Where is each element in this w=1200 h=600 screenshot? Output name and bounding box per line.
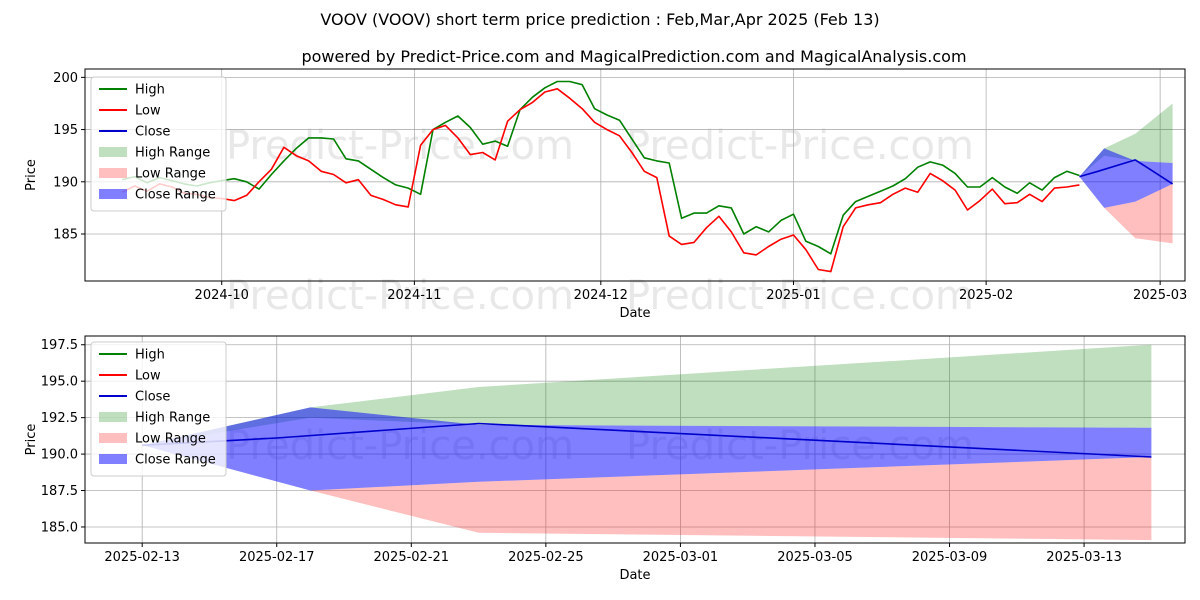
close-range-band — [142, 407, 1152, 491]
plot-area — [85, 336, 1185, 543]
legend-swatch — [99, 433, 127, 443]
x-tick-label: 2025-02 — [959, 288, 1013, 303]
y-tick-label: 200 — [53, 71, 78, 86]
x-tick-label: 2024-11 — [387, 288, 441, 303]
legend-label: Close Range — [135, 453, 216, 468]
x-tick-label: 2025-03 — [1133, 288, 1187, 303]
y-tick-label: 195 — [53, 123, 78, 138]
x-tick-label: 2025-03-01 — [643, 550, 719, 565]
axes-frame — [84, 335, 1186, 544]
axes-frame — [84, 68, 1186, 282]
y-tick-label: 190.0 — [41, 448, 78, 463]
bottom-panel: Predict-Price.comPredict-Price.com2025-0… — [24, 335, 1186, 583]
legend-label: Close — [135, 125, 170, 140]
y-tick-label: 185.0 — [41, 520, 78, 535]
legend-label: Low — [135, 369, 161, 384]
x-axis-label: Date — [619, 568, 650, 583]
high-range-band — [1079, 103, 1173, 177]
legend-label: Low — [135, 104, 161, 119]
low-range-band — [1079, 176, 1173, 244]
close-line — [1079, 159, 1174, 185]
x-tick-label: 2024-12 — [574, 288, 628, 303]
watermark: Predict-Price.com — [626, 123, 974, 169]
x-tick-label: 2025-01 — [766, 288, 820, 303]
x-tick-label: 2025-03-09 — [912, 550, 988, 565]
legend-label: Low Range — [135, 167, 206, 182]
x-tick-label: 2025-02-17 — [239, 550, 315, 565]
legend-label: Close — [135, 390, 170, 405]
x-tick-label: 2025-03-13 — [1046, 550, 1122, 565]
legend-label: Close Range — [135, 188, 216, 203]
chart-title: VOOV (VOOV) short term price prediction … — [320, 10, 879, 29]
y-tick-label: 187.5 — [41, 484, 78, 499]
y-axis-label: Price — [24, 424, 39, 456]
y-tick-label: 190 — [53, 175, 78, 190]
close-range-band — [1079, 148, 1173, 208]
y-tick-label: 197.5 — [41, 338, 78, 353]
y-axis-label: Price — [24, 159, 39, 191]
plot-area — [85, 69, 1185, 281]
legend-label: Low Range — [135, 432, 206, 447]
legend-swatch — [99, 168, 127, 178]
x-tick-label: 2025-02-13 — [104, 550, 180, 565]
legend-swatch — [99, 189, 127, 199]
legend-swatch — [99, 412, 127, 422]
x-tick-label: 2025-02-21 — [374, 550, 450, 565]
legend-label: High — [135, 348, 165, 363]
low-line — [121, 88, 1080, 273]
x-tick-label: 2024-10 — [195, 288, 249, 303]
legend-label: High — [135, 83, 165, 98]
legend-swatch — [99, 454, 127, 464]
x-tick-label: 2025-03-05 — [777, 550, 853, 565]
legend-label: High Range — [135, 146, 210, 161]
y-tick-label: 185 — [53, 228, 78, 243]
x-axis-label: Date — [619, 306, 650, 321]
top-panel: Predict-Price.com Predict-Price.comPredic… — [24, 68, 1187, 321]
y-tick-label: 192.5 — [41, 411, 78, 426]
x-tick-label: 2025-02-25 — [508, 550, 584, 565]
high-line — [122, 80, 1080, 255]
y-tick-label: 195.0 — [41, 375, 78, 390]
chart-subtitle: powered by Predict-Price.com and Magical… — [301, 47, 966, 66]
legend-label: High Range — [135, 411, 210, 426]
legend-swatch — [99, 147, 127, 157]
low-range-band — [142, 445, 1152, 541]
